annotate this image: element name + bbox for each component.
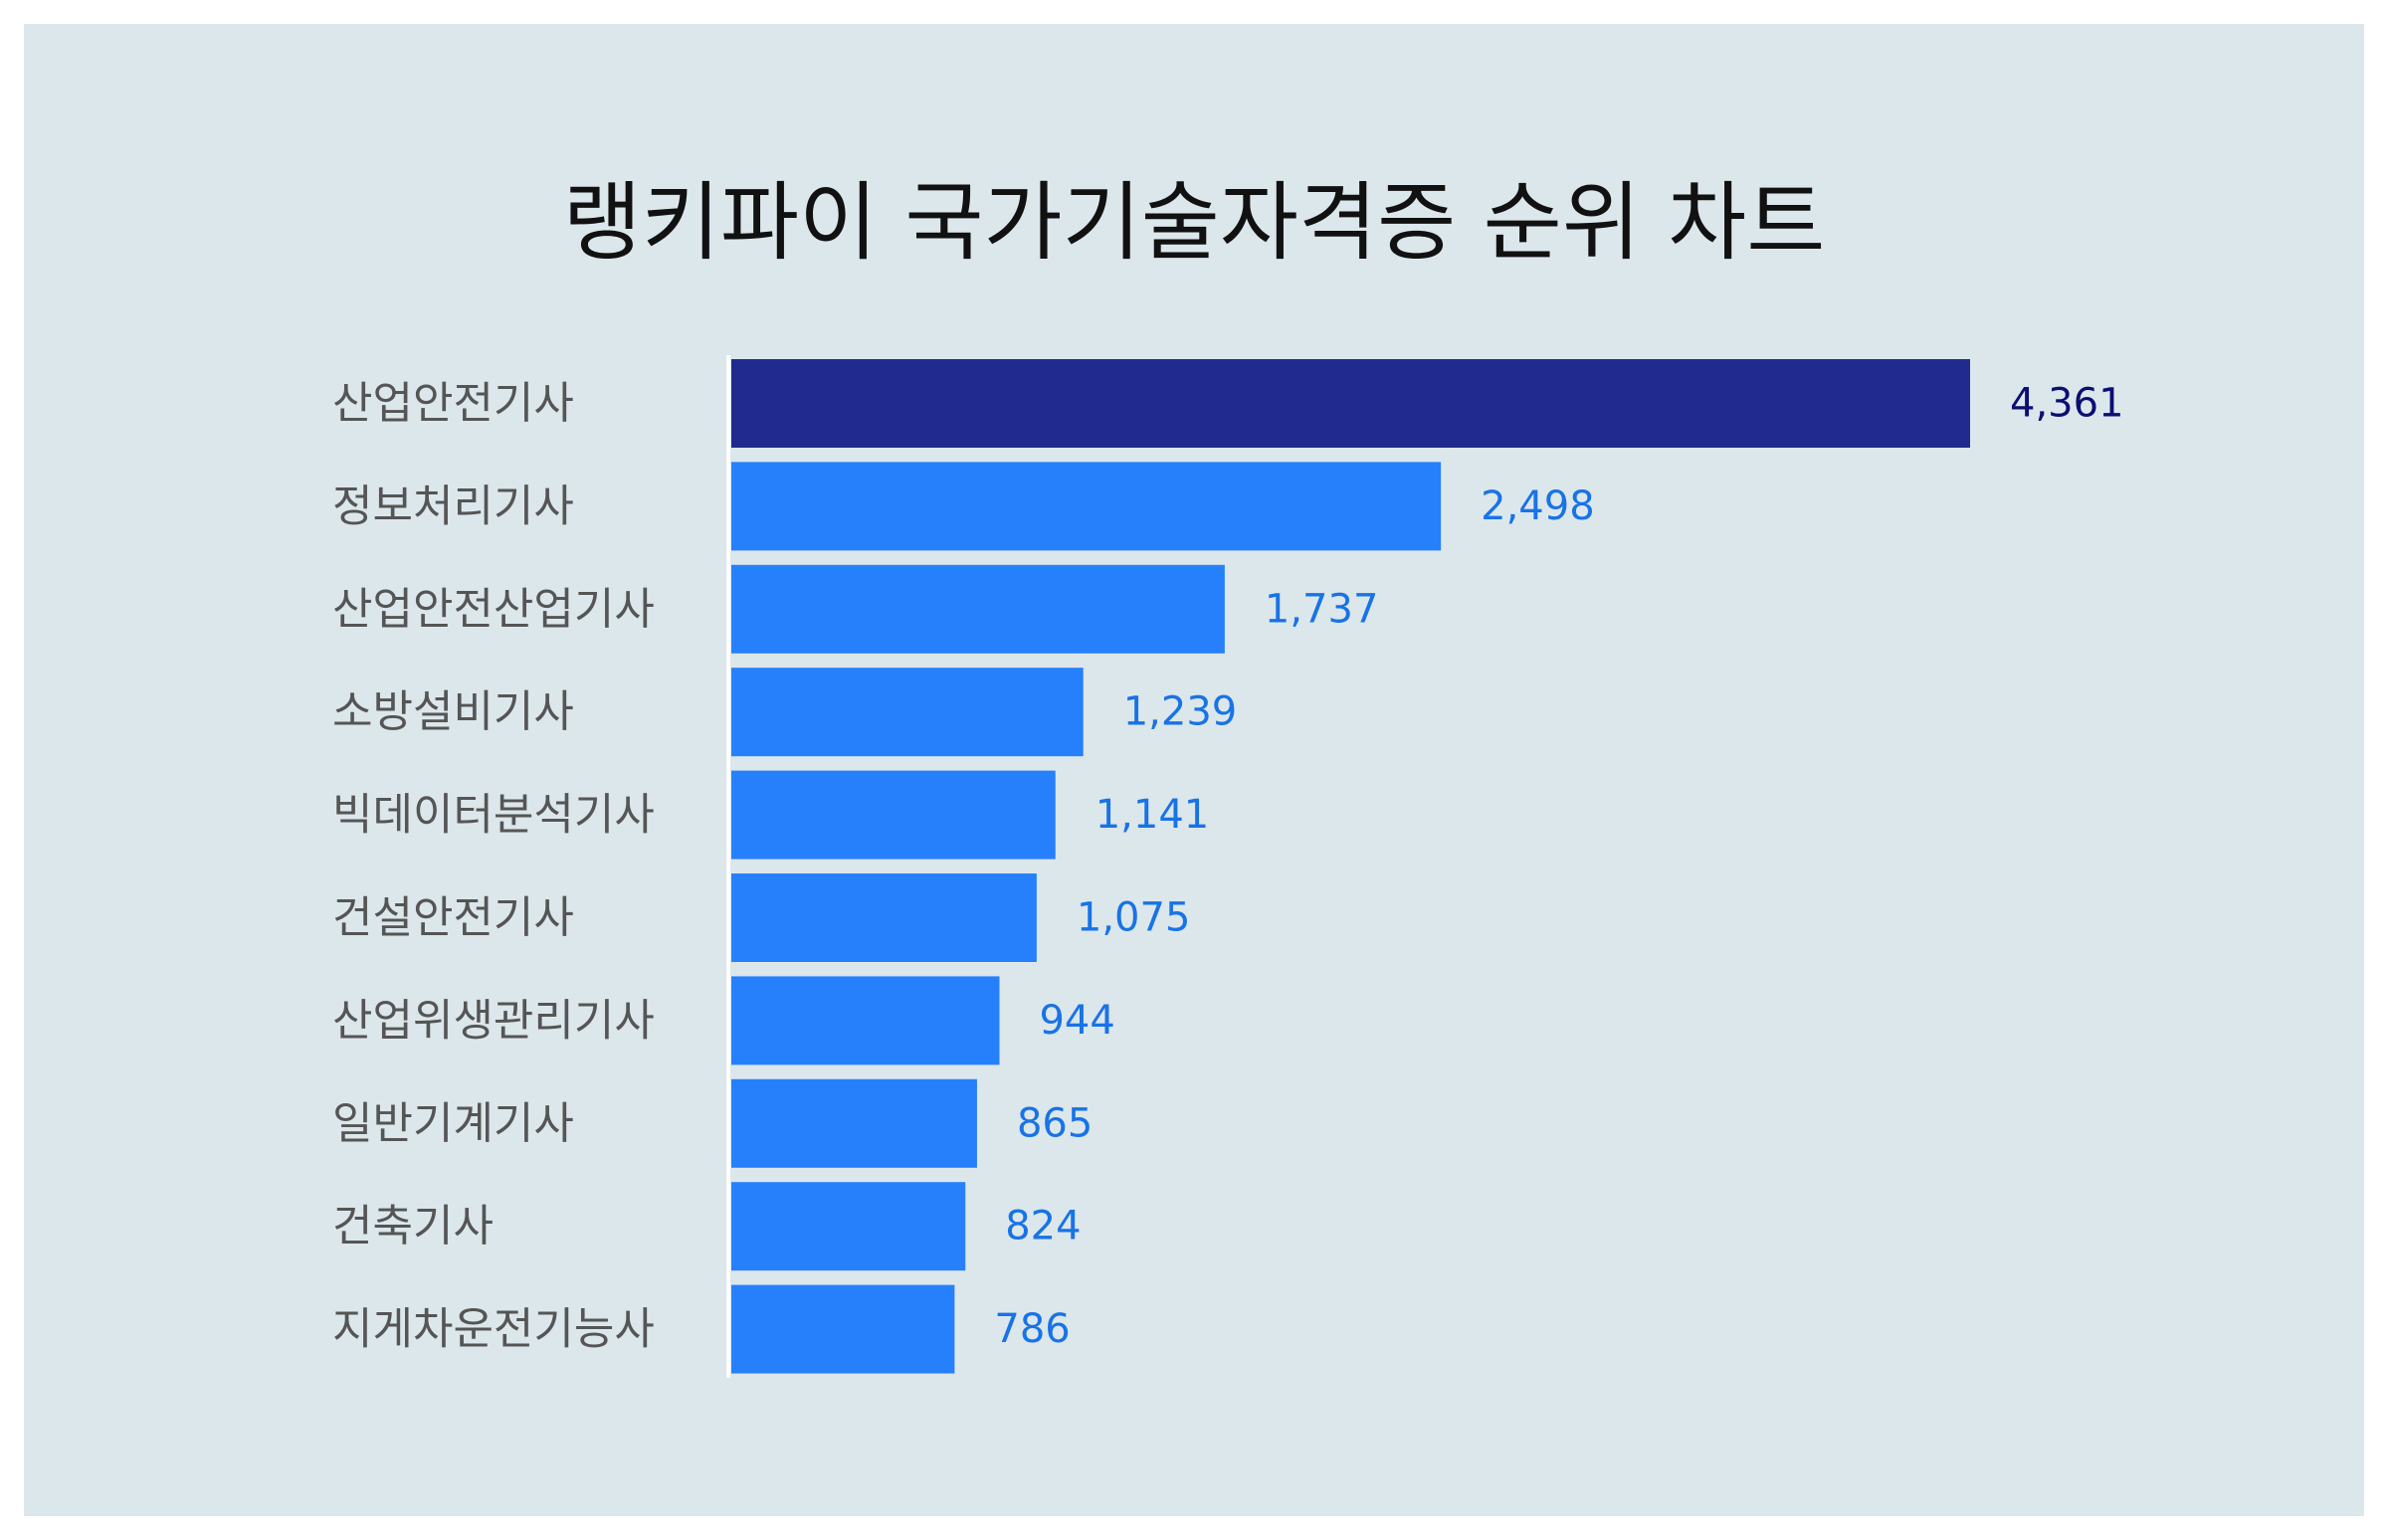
value-label: 865 — [1017, 1100, 1093, 1146]
value-label: 1,141 — [1095, 792, 1210, 838]
value-label: 944 — [1039, 998, 1114, 1044]
bar — [731, 873, 1037, 962]
category-label: 건설안전기사 — [332, 892, 574, 943]
category-label: 소방설비기사 — [332, 686, 574, 737]
category-label: 정보처리기사 — [332, 481, 574, 531]
category-labels: 산업안전기사정보처리기사산업안전산업기사소방설비기사빅데이터분석기사건설안전기사… — [332, 378, 655, 1355]
value-label: 824 — [1005, 1204, 1081, 1250]
category-label: 산업위생관리기사 — [332, 995, 655, 1046]
category-label: 산업안전기사 — [332, 378, 574, 429]
bar — [731, 1182, 966, 1271]
bar — [731, 1078, 977, 1168]
value-labels: 4,361 2,498 1,737 1,239 1,141 1,075 944 865 824 7… — [994, 381, 2123, 1353]
category-label: 건축기사 — [332, 1201, 494, 1251]
bar — [731, 359, 1970, 448]
bar — [731, 770, 1056, 860]
value-label: 1,075 — [1077, 895, 1191, 941]
bar — [731, 564, 1225, 654]
bars-group — [731, 359, 1970, 1374]
bar — [731, 668, 1084, 757]
category-label: 빅데이터분석기사 — [332, 790, 655, 841]
category-label: 산업안전산업기사 — [332, 584, 655, 635]
value-label: 1,737 — [1265, 586, 1379, 632]
value-label: 2,498 — [1481, 483, 1595, 529]
bar — [731, 976, 1000, 1065]
value-label: 4,361 — [2010, 381, 2124, 427]
bar — [731, 1284, 955, 1374]
bar — [731, 462, 1442, 551]
value-label: 1,239 — [1123, 689, 1238, 735]
bar-chart: 산업안전기사정보처리기사산업안전산업기사소방설비기사빅데이터분석기사건설안전기사… — [332, 355, 2124, 1378]
value-label: 786 — [994, 1306, 1070, 1352]
chart-title: 랭키파이 국가기술자격증 순위 차트 — [562, 173, 1826, 273]
category-label: 일반기계기사 — [332, 1098, 574, 1149]
category-label: 지게차운전기능사 — [332, 1304, 655, 1355]
